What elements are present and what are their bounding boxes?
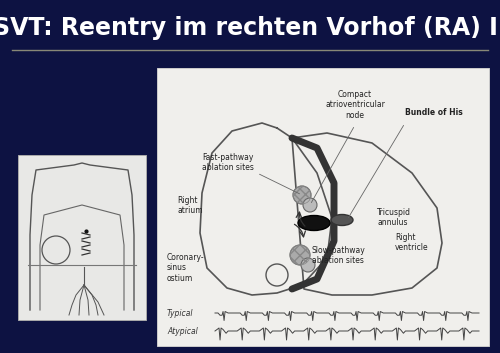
Text: Bundle of His: Bundle of His (405, 108, 463, 117)
Text: Coronary-
sinus
ostium: Coronary- sinus ostium (167, 253, 204, 283)
Text: Slow-pathway
ablation sites: Slow-pathway ablation sites (312, 246, 366, 265)
Text: SVT: Reentry im rechten Vorhof (RA) I.: SVT: Reentry im rechten Vorhof (RA) I. (0, 16, 500, 40)
Text: Atypical: Atypical (167, 327, 198, 335)
Text: Right
atrium: Right atrium (177, 196, 203, 215)
Circle shape (293, 186, 311, 204)
Circle shape (303, 198, 317, 212)
Text: Tricuspid
annulus: Tricuspid annulus (377, 208, 411, 227)
FancyBboxPatch shape (18, 155, 146, 320)
Text: Right
ventricle: Right ventricle (395, 233, 428, 252)
Ellipse shape (298, 215, 330, 231)
Ellipse shape (331, 215, 353, 226)
Circle shape (290, 245, 310, 265)
Circle shape (301, 258, 315, 272)
Text: Fast-pathway
ablation sites: Fast-pathway ablation sites (202, 153, 254, 172)
FancyBboxPatch shape (157, 68, 489, 346)
Text: Compact
atrioventricular
node: Compact atrioventricular node (325, 90, 385, 120)
Text: Typical: Typical (167, 309, 194, 317)
